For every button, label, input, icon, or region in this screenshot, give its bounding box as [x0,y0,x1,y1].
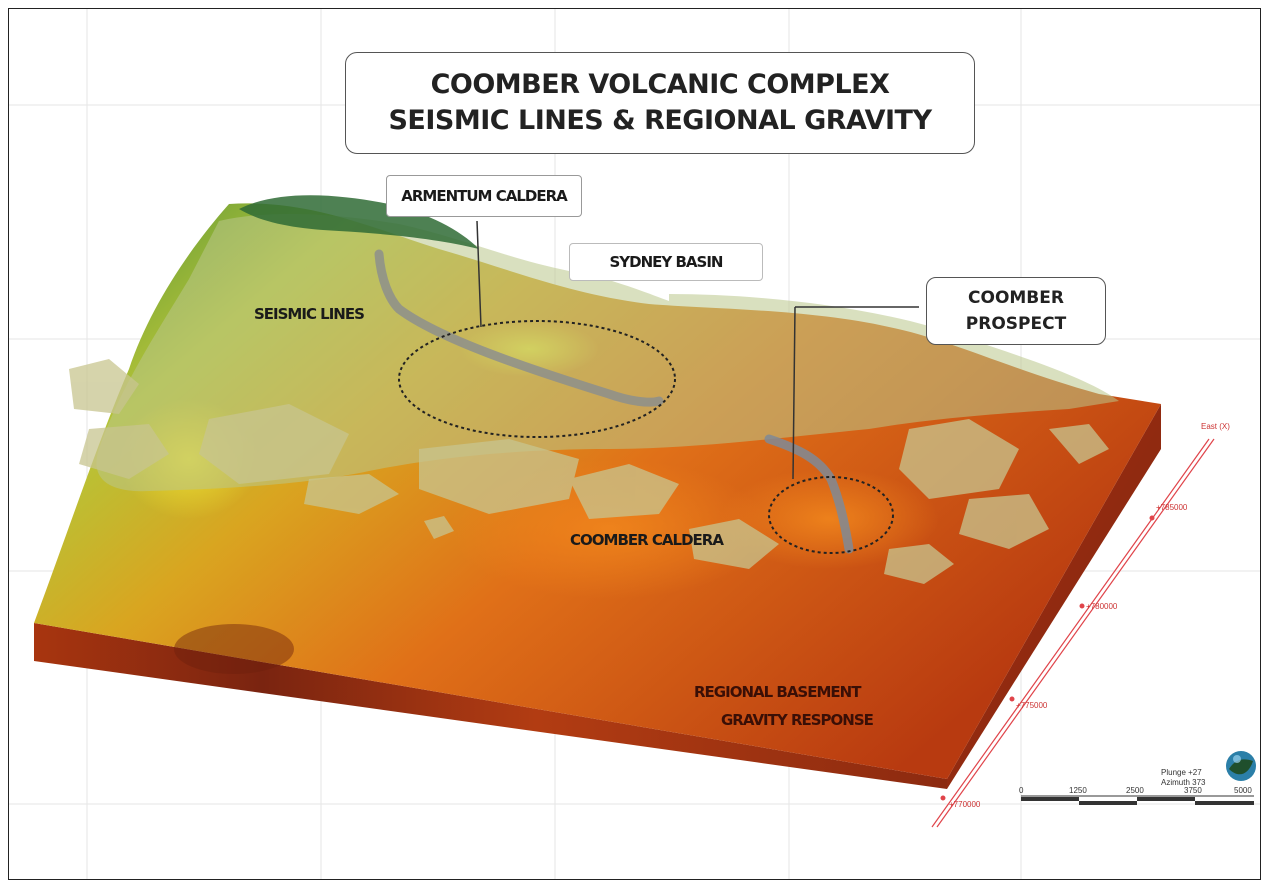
coomber-prospect-ellipse [768,476,894,554]
green-ridge [239,195,479,249]
regional-basement-line-1: REGIONAL BASEMENT [694,683,861,701]
regional-basement-line-2: GRAVITY RESPONSE [721,711,874,729]
scale-tick-1250: 1250 [1069,786,1087,795]
coomber-prospect-label: COOMBER PROSPECT [926,277,1106,345]
outcrop-patches [69,359,1109,584]
gravity-low-front [174,624,294,674]
orientation-globe-icon [1226,751,1256,781]
title-box: COOMBER VOLCANIC COMPLEX SEISMIC LINES &… [345,52,975,154]
block-front-face [34,623,947,789]
scale-bar [1021,795,1254,805]
figure-frame: COOMBER VOLCANIC COMPLEX SEISMIC LINES &… [8,8,1261,880]
scale-tick-5000: 5000 [1234,786,1252,795]
coomber-prospect-line-1: COOMBER [968,288,1064,308]
coomber-prospect-line-2: PROSPECT [965,314,1067,334]
model-scene [9,9,1260,879]
coomber-leader [792,306,796,480]
east-axis-tick-785000: +785000 [1156,503,1188,512]
orientation-readout: Plunge +27 Azimuth 373 [1161,768,1205,788]
east-axis-tick-770000: +770000 [949,800,981,809]
east-axis [931,438,1215,828]
title-line-1: COOMBER VOLCANIC COMPLEX [430,69,890,100]
armentum-caldera-label: ARMENTUM CALDERA [386,175,582,217]
coomber-caldera-label: COOMBER CALDERA [570,531,724,549]
east-axis-tick-780000: +780000 [1086,602,1118,611]
azimuth-text: Azimuth 373 [1161,778,1206,787]
scale-tick-0: 0 [1019,786,1024,795]
sydney-basin-sheet [96,213,1119,492]
plunge-text: Plunge +27 [1161,768,1202,777]
seismic-line-armentum [374,249,664,407]
scale-tick-3750: 3750 [1184,786,1202,795]
armentum-leader [476,220,482,328]
east-axis-tick-775000: +775000 [1016,701,1048,710]
east-axis-title: East (X) [1201,422,1230,431]
armentum-caldera-ellipse [398,320,676,438]
seismic-lines-label: SEISMIC LINES [254,305,365,323]
sydney-basin-label: SYDNEY BASIN [569,243,763,281]
title-line-2: SEISMIC LINES & REGIONAL GRAVITY [388,105,932,136]
block-side-face [947,404,1161,789]
scale-tick-2500: 2500 [1126,786,1144,795]
